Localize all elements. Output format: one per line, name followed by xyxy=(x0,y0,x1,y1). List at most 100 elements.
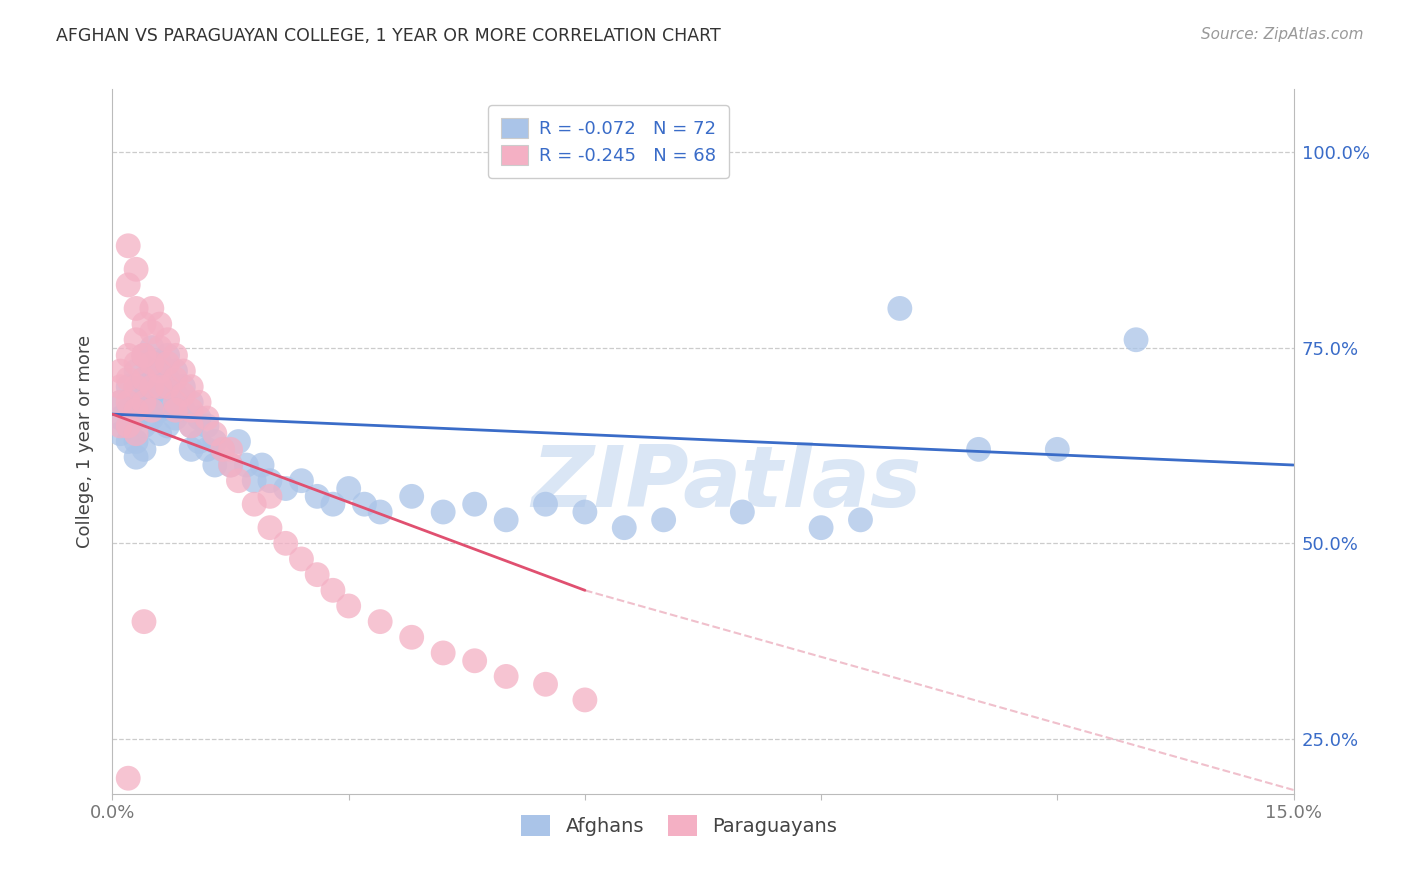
Point xyxy=(110,411,132,425)
Point xyxy=(243,474,266,488)
Point xyxy=(141,341,163,355)
Point xyxy=(125,333,148,347)
Point xyxy=(132,395,155,409)
Point xyxy=(195,442,218,457)
Point xyxy=(132,317,155,331)
Point xyxy=(243,497,266,511)
Point xyxy=(172,380,194,394)
Point xyxy=(117,418,139,433)
Point xyxy=(180,418,202,433)
Point xyxy=(165,372,187,386)
Point xyxy=(180,418,202,433)
Point xyxy=(235,458,257,472)
Point xyxy=(141,325,163,339)
Point xyxy=(172,403,194,417)
Point xyxy=(156,395,179,409)
Point xyxy=(132,442,155,457)
Point xyxy=(110,380,132,394)
Point xyxy=(337,482,360,496)
Point xyxy=(141,403,163,417)
Point xyxy=(274,482,297,496)
Point xyxy=(534,497,557,511)
Point xyxy=(156,333,179,347)
Point xyxy=(165,395,187,409)
Point xyxy=(149,356,172,370)
Point xyxy=(219,458,242,472)
Point xyxy=(125,262,148,277)
Point xyxy=(149,341,172,355)
Point xyxy=(117,810,139,824)
Point xyxy=(125,426,148,441)
Point xyxy=(117,403,139,417)
Point xyxy=(195,418,218,433)
Point xyxy=(165,387,187,401)
Point xyxy=(204,434,226,449)
Y-axis label: College, 1 year or more: College, 1 year or more xyxy=(76,335,94,548)
Point xyxy=(290,552,312,566)
Point xyxy=(117,418,139,433)
Point xyxy=(172,364,194,378)
Point xyxy=(368,505,391,519)
Point xyxy=(188,411,211,425)
Point xyxy=(1046,442,1069,457)
Point xyxy=(141,356,163,370)
Point xyxy=(219,442,242,457)
Point xyxy=(188,395,211,409)
Point xyxy=(368,615,391,629)
Point xyxy=(156,356,179,370)
Point xyxy=(110,364,132,378)
Point xyxy=(125,387,148,401)
Point xyxy=(495,669,517,683)
Point xyxy=(731,505,754,519)
Point xyxy=(259,521,281,535)
Point xyxy=(110,395,132,409)
Point xyxy=(432,505,454,519)
Point xyxy=(967,442,990,457)
Point xyxy=(204,426,226,441)
Point xyxy=(165,411,187,425)
Point xyxy=(125,364,148,378)
Point xyxy=(125,434,148,449)
Point xyxy=(117,380,139,394)
Point xyxy=(117,239,139,253)
Point xyxy=(165,403,187,417)
Legend: Afghans, Paraguayans: Afghans, Paraguayans xyxy=(513,807,845,844)
Point xyxy=(613,521,636,535)
Point xyxy=(322,497,344,511)
Point xyxy=(219,458,242,472)
Point xyxy=(149,403,172,417)
Point xyxy=(110,426,132,441)
Point xyxy=(228,434,250,449)
Point xyxy=(132,418,155,433)
Point xyxy=(149,317,172,331)
Point xyxy=(117,277,139,292)
Point xyxy=(132,395,155,409)
Point xyxy=(574,693,596,707)
Point xyxy=(132,348,155,362)
Point xyxy=(156,380,179,394)
Point xyxy=(149,380,172,394)
Point xyxy=(110,395,132,409)
Point xyxy=(156,372,179,386)
Point xyxy=(353,497,375,511)
Point xyxy=(117,372,139,386)
Text: AFGHAN VS PARAGUAYAN COLLEGE, 1 YEAR OR MORE CORRELATION CHART: AFGHAN VS PARAGUAYAN COLLEGE, 1 YEAR OR … xyxy=(56,27,721,45)
Point xyxy=(259,489,281,503)
Point xyxy=(180,380,202,394)
Point xyxy=(117,771,139,785)
Point xyxy=(337,599,360,613)
Point xyxy=(188,434,211,449)
Point xyxy=(156,418,179,433)
Point xyxy=(180,442,202,457)
Point xyxy=(464,654,486,668)
Point xyxy=(211,442,233,457)
Point xyxy=(228,474,250,488)
Point xyxy=(464,497,486,511)
Point xyxy=(290,474,312,488)
Point xyxy=(401,630,423,644)
Point xyxy=(110,418,132,433)
Point xyxy=(495,513,517,527)
Point xyxy=(307,567,329,582)
Point xyxy=(117,395,139,409)
Point xyxy=(117,348,139,362)
